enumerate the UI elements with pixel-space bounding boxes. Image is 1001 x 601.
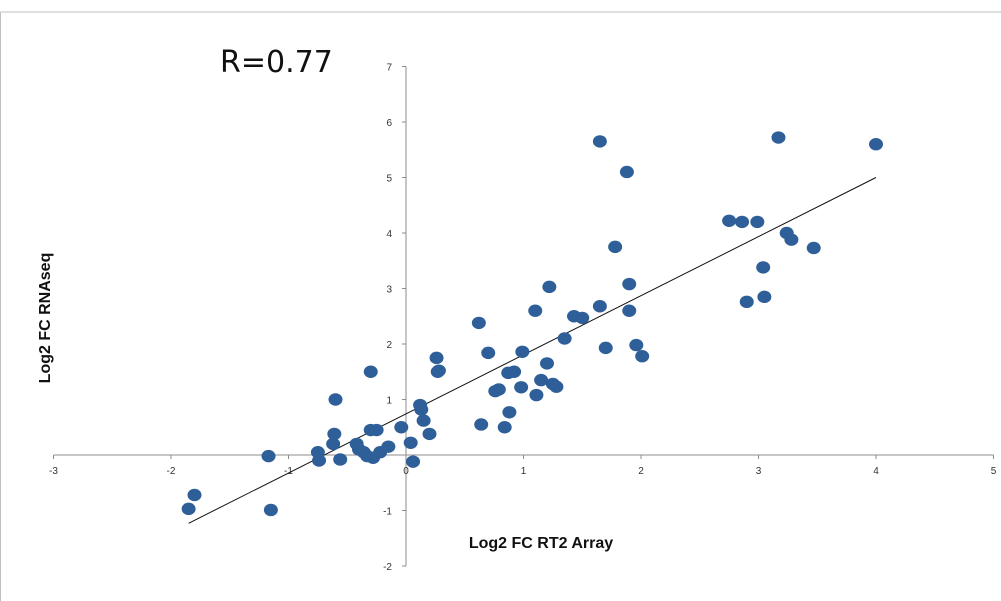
- data-point: [635, 350, 650, 363]
- trendline: [188, 177, 877, 524]
- data-point: [261, 449, 276, 463]
- y-tick-label: 1: [386, 396, 392, 407]
- y-tick-label: 3: [386, 285, 392, 296]
- data-point: [187, 488, 202, 502]
- x-tick-label: 5: [991, 466, 997, 477]
- data-point: [549, 380, 564, 393]
- data-points: [181, 131, 883, 517]
- data-point: [381, 440, 396, 453]
- data-point: [502, 406, 517, 419]
- data-point: [416, 414, 431, 427]
- x-tick-label: -1: [284, 466, 293, 477]
- data-point: [491, 383, 506, 396]
- data-point: [507, 365, 522, 378]
- data-point: [592, 300, 607, 313]
- data-point: [534, 373, 549, 387]
- data-point: [431, 364, 446, 377]
- data-point: [750, 215, 765, 229]
- x-tick-label: 4: [873, 466, 879, 477]
- data-point: [735, 215, 750, 229]
- axes: [53, 66, 994, 567]
- x-tick-label: 0: [403, 466, 409, 477]
- data-point: [598, 341, 613, 355]
- x-axis-title: Log2 FC RT2 Array: [469, 535, 613, 552]
- data-point: [497, 421, 512, 434]
- y-tick-label: 4: [386, 229, 392, 240]
- data-point: [515, 345, 530, 358]
- data-point: [394, 421, 409, 434]
- data-point: [542, 280, 557, 294]
- y-tick-label: -2: [383, 562, 392, 573]
- data-point: [540, 357, 554, 370]
- data-point: [739, 295, 754, 309]
- x-tick-label: 3: [756, 466, 762, 477]
- x-tick-labels: -3 -2 -1 0 1 2 3 4 5: [49, 466, 997, 477]
- y-tick-label: -1: [383, 507, 392, 518]
- data-point: [326, 437, 341, 451]
- data-point: [622, 304, 637, 317]
- data-point: [406, 455, 421, 468]
- data-point: [557, 332, 572, 345]
- data-point: [592, 135, 607, 148]
- data-point: [608, 240, 623, 254]
- data-point: [369, 423, 384, 437]
- data-point: [312, 454, 327, 467]
- correlation-annotation: R=0.77: [220, 45, 333, 80]
- trendline-group: [188, 177, 877, 524]
- y-tick-label: 5: [386, 174, 392, 185]
- data-point: [414, 403, 429, 416]
- data-point: [806, 241, 821, 255]
- data-point: [474, 418, 489, 431]
- data-point: [481, 346, 496, 360]
- data-point: [756, 261, 771, 274]
- data-point: [575, 311, 590, 325]
- y-tick-label: 2: [386, 340, 392, 351]
- data-point: [403, 436, 418, 449]
- data-point: [263, 503, 278, 517]
- y-tick-labels: -2 -1 1 2 3 4 5 6 7: [383, 63, 392, 574]
- data-point: [429, 351, 444, 365]
- data-point: [771, 131, 786, 144]
- x-tick-label: -3: [49, 466, 58, 477]
- x-tick-label: 2: [638, 466, 644, 477]
- y-axis-title: Log2 FC RNAseq: [37, 253, 54, 384]
- x-tick-label: 1: [521, 466, 527, 477]
- y-tick-label: 7: [386, 63, 392, 74]
- data-point: [422, 427, 437, 441]
- data-point: [328, 393, 343, 406]
- y-tick-label: 6: [386, 118, 392, 129]
- data-point: [363, 365, 378, 378]
- data-point: [629, 338, 644, 352]
- data-point: [471, 316, 486, 330]
- data-point: [722, 214, 737, 227]
- data-point: [528, 304, 543, 317]
- data-point: [869, 138, 883, 151]
- x-tick-label: -2: [167, 466, 176, 477]
- data-point: [333, 453, 348, 466]
- data-point: [181, 502, 196, 516]
- data-point: [757, 290, 772, 304]
- data-point: [784, 233, 799, 246]
- data-point: [327, 427, 342, 441]
- data-point: [514, 381, 529, 394]
- data-point: [529, 388, 544, 402]
- data-point: [622, 277, 637, 291]
- data-point: [619, 165, 634, 179]
